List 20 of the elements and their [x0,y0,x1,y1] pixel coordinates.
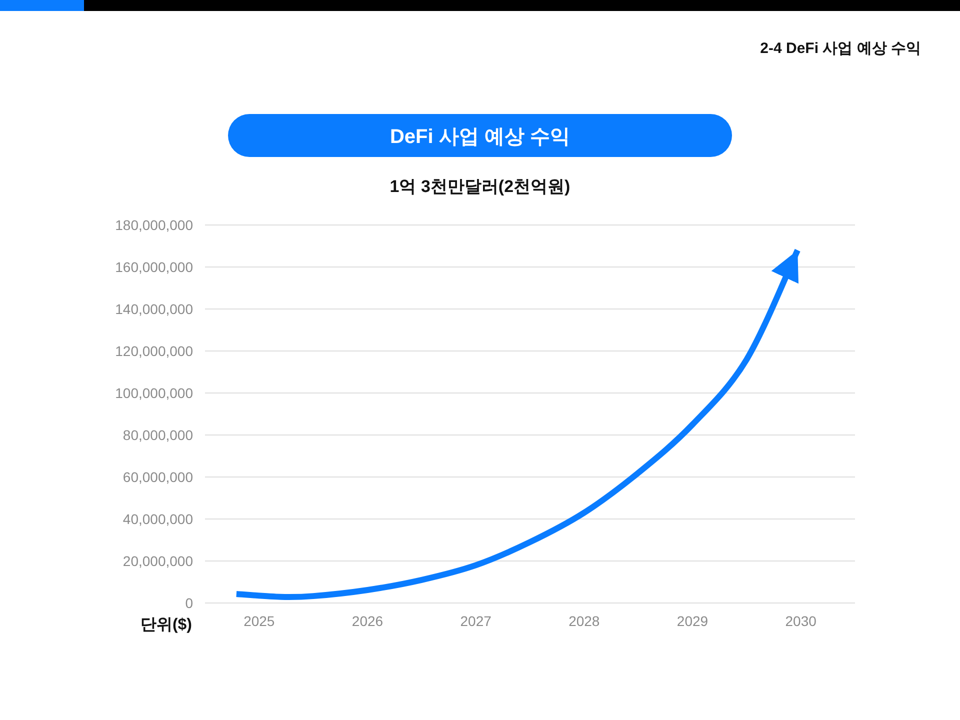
x-tick-label: 2029 [676,613,708,629]
chart-subtitle: 1억 3천만달러(2천억원) [390,177,570,196]
x-tick-label: 2027 [460,613,492,629]
y-tick-label: 160,000,000 [115,259,194,275]
y-tick-label: 60,000,000 [122,469,194,485]
y-tick-label: 100,000,000 [115,385,194,401]
y-tick-label: 40,000,000 [122,511,194,527]
x-tick-label: 2025 [244,613,275,629]
text: 2-4 DeFi 사업 예상 수익 [760,40,921,57]
x-tick-label: 2028 [568,613,600,629]
y-tick-label: 140,000,000 [115,301,194,317]
y-tick-label: 120,000,000 [115,343,194,359]
y-tick-label: 0 [185,595,194,611]
y-tick-label: 80,000,000 [122,427,194,443]
y-tick-label: 20,000,000 [122,553,194,569]
chart-title: DeFi 사업 예상 수익 [390,126,570,148]
text: 단위($) [140,616,192,634]
x-tick-label: 2026 [352,613,384,629]
x-tick-label: 2030 [785,613,817,629]
y-tick-label: 180,000,000 [115,217,194,233]
